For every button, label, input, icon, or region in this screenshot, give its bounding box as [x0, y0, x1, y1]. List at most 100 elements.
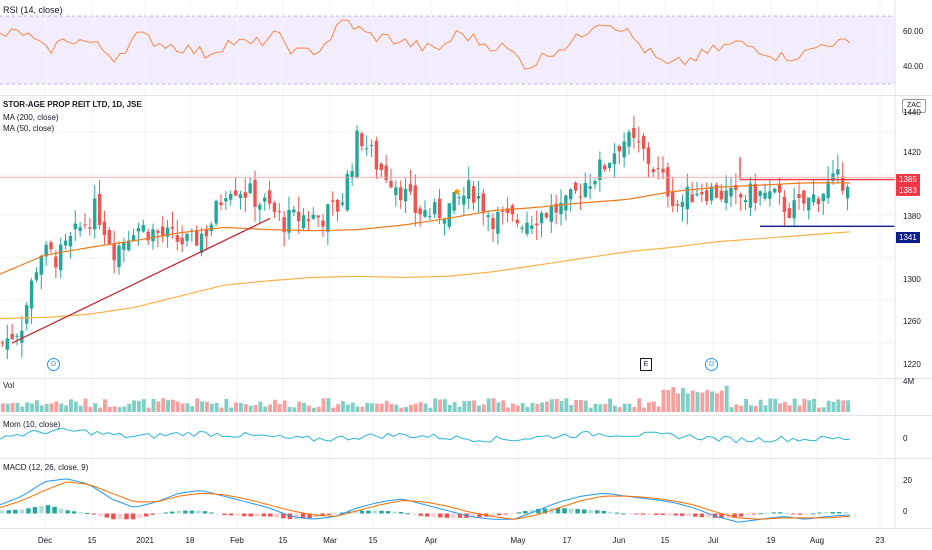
x-tick-label: 23	[876, 536, 885, 545]
volume-bar	[583, 400, 588, 412]
macd-histogram-bar	[797, 513, 803, 515]
macd-histogram-bar	[477, 513, 482, 518]
macd-histogram-bar	[333, 513, 338, 515]
macd-histogram-bar	[281, 513, 286, 519]
candle-body	[637, 141, 641, 143]
macd-histogram-bar	[320, 513, 325, 516]
dividend-marker[interactable]: D	[705, 358, 718, 371]
ma50-label[interactable]: MA (50, close)	[3, 124, 55, 133]
candle-body	[248, 183, 252, 194]
pane-separator[interactable]	[0, 458, 932, 459]
volume-bar	[1, 403, 5, 412]
candle-body	[355, 130, 359, 178]
macd-histogram-bar	[601, 510, 607, 514]
earnings-marker[interactable]: E	[640, 358, 652, 371]
macd-histogram-bar	[124, 513, 129, 520]
candle-body	[10, 333, 14, 340]
volume-bar	[331, 407, 336, 412]
macd-histogram-bar	[130, 513, 136, 520]
symbol-title[interactable]: STOR-AGE PROP REIT LTD, 1D, JSE	[3, 100, 142, 109]
candle-body	[690, 194, 694, 203]
pane-separator[interactable]	[0, 95, 932, 96]
candle-body	[481, 193, 485, 214]
volume-bar	[579, 399, 583, 412]
macd-histogram-bar	[137, 513, 142, 519]
macd-histogram-bar	[523, 511, 528, 514]
ma50-line	[0, 182, 850, 275]
ma200-label[interactable]: MA (200, close)	[3, 113, 59, 122]
volume-bar	[253, 405, 258, 412]
candle-body	[49, 242, 53, 250]
volume-bar	[443, 399, 447, 412]
candle-body	[559, 202, 563, 215]
macd-histogram-bar	[163, 512, 168, 514]
macd-histogram-bar	[640, 513, 646, 515]
macd-histogram-bar	[542, 508, 548, 514]
volume-bar	[224, 398, 229, 412]
macd-histogram-bar	[804, 513, 809, 515]
x-tick-label: Mar	[323, 536, 337, 545]
volume-bar	[496, 402, 501, 412]
candle-body	[229, 193, 233, 200]
candle-body	[224, 198, 228, 202]
x-tick-label: 15	[661, 536, 670, 545]
macd-histogram-bar	[751, 513, 757, 515]
macd-histogram-bar	[65, 510, 70, 514]
candle-body	[612, 153, 617, 165]
volume-bar	[39, 405, 44, 412]
x-tick-label: Feb	[230, 536, 244, 545]
candle-body	[792, 200, 796, 219]
candle-body	[743, 200, 748, 203]
candle-body	[700, 191, 704, 195]
candle-body	[282, 217, 286, 232]
volume-bar	[564, 398, 569, 412]
volume-bar	[30, 403, 35, 412]
candle-body	[598, 159, 602, 181]
candle-body	[306, 219, 311, 222]
volume-bar	[525, 407, 530, 412]
macd-histogram-bar	[209, 512, 214, 514]
candle-body	[185, 233, 189, 241]
pane-separator[interactable]	[0, 378, 932, 379]
macd-line	[0, 478, 851, 523]
candle-body	[467, 180, 471, 199]
pane-separator[interactable]	[0, 415, 932, 416]
price-tick: 1260	[903, 317, 921, 326]
candle-body	[360, 133, 364, 147]
volume-bar	[195, 398, 200, 412]
volume-bar	[239, 402, 243, 412]
volume-bar	[326, 398, 331, 412]
volume-bar	[608, 398, 613, 412]
macd-histogram-bar	[0, 510, 5, 514]
candle-body	[151, 229, 155, 242]
candle-body	[462, 195, 466, 205]
volume-bar	[797, 405, 802, 412]
macd-tick: 0	[903, 507, 908, 516]
macd-histogram-bar	[340, 512, 345, 514]
x-tick-label: May	[510, 536, 525, 545]
candle-body	[258, 204, 262, 210]
volume-bar	[175, 401, 180, 412]
volume-title[interactable]: Vol	[3, 381, 15, 390]
volume-bar	[428, 407, 433, 412]
macd-histogram-bar	[418, 513, 423, 516]
volume-bar	[545, 401, 549, 412]
macd-histogram-bar	[647, 513, 652, 515]
macd-histogram-bar	[143, 513, 149, 517]
macd-histogram-bar	[91, 513, 97, 515]
unit-button[interactable]: ZAC	[902, 99, 926, 113]
dividend-marker[interactable]: D	[47, 358, 60, 371]
momentum-title[interactable]: Mom (10, close)	[3, 420, 61, 429]
volume-bar	[117, 407, 122, 412]
macd-title[interactable]: MACD (12, 26, close, 9)	[3, 463, 89, 472]
candle-body	[549, 206, 553, 222]
macd-histogram-bar	[32, 507, 38, 514]
candle-body	[486, 215, 490, 218]
volume-bar	[127, 403, 132, 412]
rsi-title[interactable]: RSI (14, close)	[3, 5, 63, 15]
candle-body	[301, 215, 306, 229]
candle-body	[15, 335, 19, 337]
volume-bar	[511, 403, 515, 412]
macd-histogram-bar	[183, 510, 188, 514]
